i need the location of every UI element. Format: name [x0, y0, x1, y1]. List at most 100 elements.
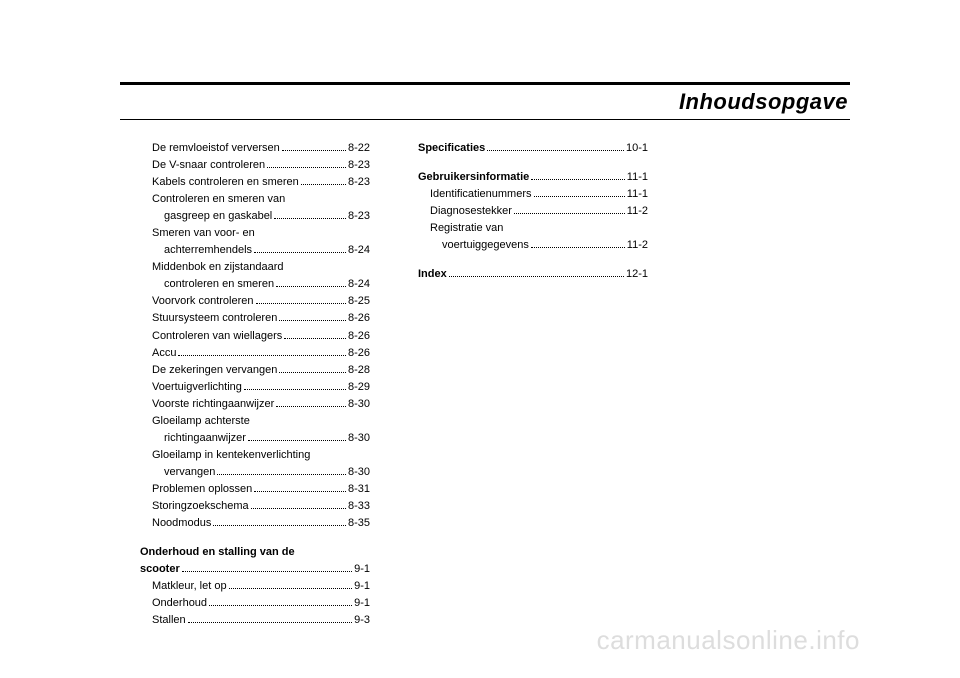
toc-leader-dots: [182, 564, 352, 572]
title-block: Inhoudsopgave: [120, 82, 850, 120]
toc-entry: scooter 9-1: [140, 561, 370, 578]
toc-label: controleren en smeren: [164, 276, 274, 293]
document-page: Inhoudsopgave De remvloeistof verversen 8…: [0, 0, 960, 678]
toc-entry: Problemen oplossen8-31: [140, 481, 370, 498]
toc-page-number: 8-28: [348, 362, 370, 379]
toc-label: Gebruikersinformatie: [418, 169, 529, 186]
toc-entry: Noodmodus8-35: [140, 515, 370, 532]
toc-label: gasgreep en gaskabel: [164, 208, 272, 225]
toc-page-number: 8-24: [348, 242, 370, 259]
toc-continuation: Controleren en smeren van: [140, 191, 370, 208]
toc-entry: De V-snaar controleren8-23: [140, 157, 370, 174]
toc-leader-dots: [178, 348, 346, 356]
toc-leader-dots: [279, 314, 346, 322]
toc-entry: richtingaanwijzer 8-30: [140, 430, 370, 447]
toc-page-number: 11-1: [627, 186, 648, 203]
toc-entry: Diagnosestekker 11-2: [418, 203, 648, 220]
toc-label: richtingaanwijzer: [164, 430, 246, 447]
toc-page-number: 8-33: [348, 498, 370, 515]
page-title: Inhoudsopgave: [120, 89, 850, 117]
toc-continuation: Gloeilamp in kentekenverlichting: [140, 447, 370, 464]
toc-leader-dots: [217, 467, 346, 475]
toc-label: scooter: [140, 561, 180, 578]
toc-page-number: 8-31: [348, 481, 370, 498]
toc-page-number: 10-1: [626, 140, 648, 157]
toc-leader-dots: [276, 399, 346, 407]
toc-page-number: 8-35: [348, 515, 370, 532]
toc-entry: gasgreep en gaskabel 8-23: [140, 208, 370, 225]
toc-leader-dots: [188, 616, 352, 624]
toc-leader-dots: [274, 212, 346, 220]
spacer: [418, 254, 648, 266]
toc-page-number: 8-23: [348, 174, 370, 191]
toc-entry: vervangen 8-30: [140, 464, 370, 481]
toc-label: De remvloeistof verversen: [152, 140, 280, 157]
toc-entry: De remvloeistof verversen 8-22: [140, 140, 370, 157]
toc-page-number: 8-29: [348, 379, 370, 396]
toc-label: Stallen: [152, 612, 186, 629]
toc-entry: Controleren van wiellagers8-26: [140, 328, 370, 345]
toc-continuation: Smeren van voor- en: [140, 225, 370, 242]
toc-page-number: 8-25: [348, 293, 370, 310]
toc-page-number: 11-2: [627, 237, 648, 254]
toc-label: De V-snaar controleren: [152, 157, 265, 174]
toc-label: Voertuigverlichting: [152, 379, 242, 396]
toc-page-number: 8-30: [348, 430, 370, 447]
toc-leader-dots: [279, 365, 346, 373]
toc-label: Controleren van wiellagers: [152, 328, 282, 345]
toc-label: vervangen: [164, 464, 215, 481]
toc-page-number: 8-22: [348, 140, 370, 157]
toc-entry: De zekeringen vervangen8-28: [140, 362, 370, 379]
toc-page-number: 9-3: [354, 612, 370, 629]
toc-entry: Specificaties 10-1: [418, 140, 648, 157]
toc-page-number: 11-2: [627, 203, 648, 220]
toc-leader-dots: [282, 143, 346, 151]
rule-bottom: [120, 119, 850, 120]
toc-entry: achterremhendels 8-24: [140, 242, 370, 259]
toc-entry: Kabels controleren en smeren8-23: [140, 174, 370, 191]
toc-leader-dots: [251, 501, 346, 509]
toc-leader-dots: [284, 331, 346, 339]
watermark: carmanualsonline.info: [597, 625, 860, 656]
toc-entry: Stallen 9-3: [140, 612, 370, 629]
toc-page-number: 9-1: [354, 561, 370, 578]
toc-entry: Index12-1: [418, 266, 648, 283]
toc-page-number: 8-30: [348, 464, 370, 481]
toc-leader-dots: [267, 160, 346, 168]
toc-page-number: 8-26: [348, 345, 370, 362]
toc-entry: Stuursysteem controleren8-26: [140, 310, 370, 327]
toc-label: Specificaties: [418, 140, 485, 157]
toc-page-number: 9-1: [354, 595, 370, 612]
toc-leader-dots: [248, 433, 346, 441]
toc-page-number: 8-23: [348, 208, 370, 225]
toc-label: Accu: [152, 345, 176, 362]
toc-label: Identificatienummers: [430, 186, 532, 203]
toc-leader-dots: [254, 246, 346, 254]
toc-leader-dots: [229, 581, 353, 589]
toc-label: achterremhendels: [164, 242, 252, 259]
toc-leader-dots: [244, 382, 346, 390]
toc-leader-dots: [213, 518, 346, 526]
toc-label: Matkleur, let op: [152, 578, 227, 595]
toc-page-number: 8-26: [348, 310, 370, 327]
rule-top: [120, 82, 850, 85]
toc-entry: Gebruikersinformatie 11-1: [418, 169, 648, 186]
toc-leader-dots: [449, 270, 624, 278]
toc-label: Diagnosestekker: [430, 203, 512, 220]
spacer: [140, 532, 370, 544]
toc-label: Voorste richtingaanwijzer: [152, 396, 274, 413]
toc-leader-dots: [276, 280, 346, 288]
toc-label: voertuiggegevens: [442, 237, 529, 254]
toc-page-number: 12-1: [626, 266, 648, 283]
toc-columns: De remvloeistof verversen8-22De V-snaar …: [140, 140, 648, 629]
toc-continuation: Onderhoud en stalling van de: [140, 544, 370, 561]
toc-continuation: Gloeilamp achterste: [140, 413, 370, 430]
toc-leader-dots: [514, 206, 625, 214]
toc-entry: controleren en smeren8-24: [140, 276, 370, 293]
toc-leader-dots: [254, 484, 346, 492]
toc-page-number: 11-1: [627, 169, 648, 186]
toc-page-number: 8-30: [348, 396, 370, 413]
toc-label: Onderhoud: [152, 595, 207, 612]
spacer: [418, 157, 648, 169]
toc-entry: Voorste richtingaanwijzer 8-30: [140, 396, 370, 413]
